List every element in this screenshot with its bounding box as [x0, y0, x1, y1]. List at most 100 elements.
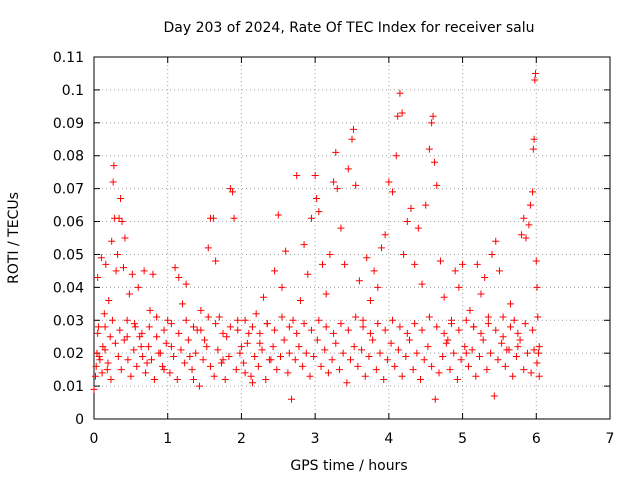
data-point: [341, 260, 349, 268]
data-point: [512, 352, 520, 360]
data-point: [150, 376, 158, 384]
data-point: [344, 165, 352, 173]
data-point: [197, 326, 205, 334]
data-point: [466, 306, 474, 314]
data-point: [182, 280, 190, 288]
data-point: [444, 336, 452, 344]
data-point: [262, 376, 270, 384]
data-point: [483, 366, 491, 374]
x-tick-label: 3: [311, 431, 320, 447]
data-point: [468, 346, 476, 354]
data-point: [285, 323, 293, 331]
data-point: [282, 247, 290, 255]
data-point: [204, 244, 212, 252]
data-point: [464, 362, 472, 370]
data-point: [210, 372, 218, 380]
data-point: [131, 320, 139, 328]
data-point: [522, 234, 530, 242]
data-point: [520, 214, 528, 222]
data-point: [199, 356, 207, 364]
data-point: [306, 372, 314, 380]
data-point: [315, 208, 323, 216]
data-point: [243, 339, 251, 347]
x-tick-label: 5: [458, 431, 467, 447]
data-point: [446, 366, 454, 374]
data-point: [103, 366, 111, 374]
data-point: [212, 257, 220, 265]
data-point: [526, 201, 534, 209]
data-point: [254, 362, 262, 370]
data-point: [170, 352, 178, 360]
data-point: [494, 356, 502, 364]
chart-title: Day 203 of 2024, Rate Of TEC Index for r…: [163, 20, 534, 36]
data-point: [343, 379, 351, 387]
data-point: [230, 214, 238, 222]
data-point: [248, 379, 256, 387]
data-point: [377, 244, 385, 252]
data-point: [95, 352, 103, 360]
data-point: [109, 178, 117, 186]
y-tick-label: 0.05: [53, 247, 84, 263]
data-point: [481, 273, 489, 281]
data-point: [223, 333, 231, 341]
y-tick-label: 0: [75, 412, 84, 428]
data-point: [322, 290, 330, 298]
data-point: [477, 290, 485, 298]
data-point: [332, 148, 340, 156]
data-point: [317, 362, 325, 370]
data-point: [167, 320, 175, 328]
data-point: [278, 283, 286, 291]
data-point: [226, 323, 234, 331]
data-point: [403, 329, 411, 337]
data-point: [173, 376, 181, 384]
data-point: [462, 349, 470, 357]
data-point: [321, 346, 329, 354]
data-point: [221, 376, 229, 384]
data-point: [293, 171, 301, 179]
data-point: [125, 290, 133, 298]
data-point: [94, 323, 102, 331]
grid-lines: [94, 57, 610, 419]
data-point: [532, 69, 540, 77]
data-point: [124, 356, 132, 364]
data-point: [101, 346, 109, 354]
data-point: [299, 362, 307, 370]
data-point: [289, 316, 297, 324]
data-point: [117, 366, 125, 374]
data-point: [389, 316, 397, 324]
x-tick-label: 7: [606, 431, 615, 447]
data-point: [225, 352, 233, 360]
data-point: [94, 273, 102, 281]
data-point: [149, 270, 157, 278]
data-point: [271, 267, 279, 275]
data-point: [451, 267, 459, 275]
y-tick-label: 0.02: [53, 346, 84, 362]
data-point: [339, 349, 347, 357]
data-point: [420, 356, 428, 364]
data-point: [234, 326, 242, 334]
y-axis-label: ROTI / TECUs: [6, 192, 22, 284]
data-point: [241, 316, 249, 324]
data-point: [462, 316, 470, 324]
data-point: [495, 267, 503, 275]
data-point: [424, 343, 432, 351]
data-point: [352, 181, 360, 189]
data-point: [120, 336, 128, 344]
data-point: [413, 349, 421, 357]
data-point: [219, 356, 227, 364]
data-point: [530, 135, 538, 143]
data-point: [92, 362, 100, 370]
data-point: [304, 270, 312, 278]
data-point: [94, 329, 102, 337]
data-point: [391, 362, 399, 370]
data-point: [428, 119, 436, 127]
data-point: [394, 346, 402, 354]
data-point: [498, 339, 506, 347]
data-point: [326, 250, 334, 258]
data-point: [470, 323, 478, 331]
data-point: [409, 366, 417, 374]
data-point: [229, 188, 237, 196]
data-point: [206, 362, 214, 370]
data-point: [307, 214, 315, 222]
